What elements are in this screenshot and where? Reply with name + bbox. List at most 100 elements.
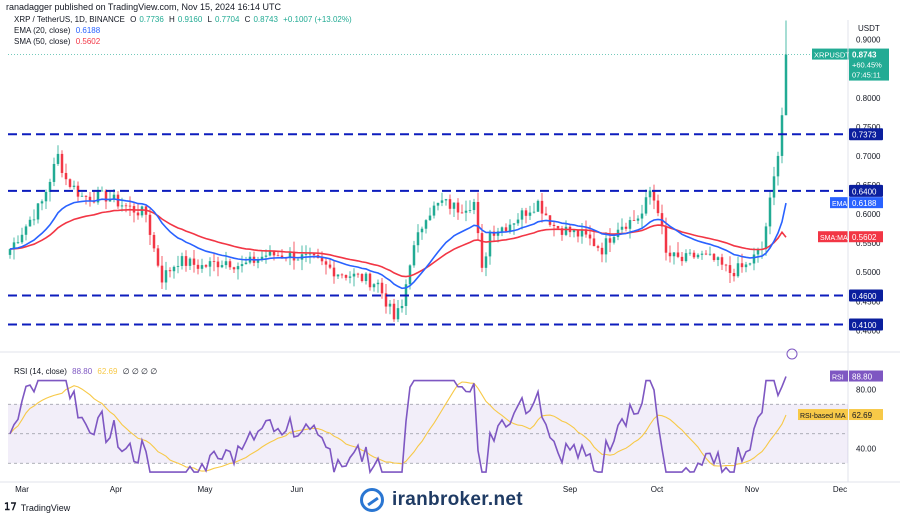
candle-body bbox=[96, 191, 100, 203]
candle-body bbox=[528, 212, 532, 216]
rsi-tag-label: RSI bbox=[832, 375, 844, 382]
candle-body bbox=[112, 194, 116, 200]
candle-body bbox=[596, 246, 600, 248]
candle-body bbox=[332, 267, 336, 277]
candle-body bbox=[16, 242, 20, 244]
candle-body bbox=[356, 273, 360, 275]
candle-body bbox=[564, 226, 568, 235]
candle-body bbox=[52, 163, 56, 182]
candle-body bbox=[696, 254, 700, 258]
candle-body bbox=[100, 190, 104, 192]
level-badge bbox=[849, 318, 883, 331]
candle-body bbox=[72, 185, 76, 187]
candle-body bbox=[420, 228, 424, 233]
candle-body bbox=[676, 252, 680, 257]
candle-body bbox=[464, 210, 468, 213]
candle-body bbox=[776, 155, 780, 177]
candle-body bbox=[88, 196, 92, 201]
candle-body bbox=[720, 257, 724, 265]
candle-body bbox=[496, 231, 500, 236]
candle-body bbox=[512, 223, 516, 225]
candle-body bbox=[652, 190, 656, 201]
candle-body bbox=[648, 190, 652, 198]
candle-body bbox=[108, 199, 112, 202]
candle-body bbox=[228, 261, 232, 268]
last-change-label: +60.45% bbox=[852, 61, 882, 70]
sma-legend-value: 0.5602 bbox=[75, 37, 101, 46]
candle-body bbox=[448, 199, 452, 209]
sma-value-label: 0.5602 bbox=[852, 233, 877, 242]
candle-body bbox=[124, 205, 128, 207]
candle-body bbox=[288, 251, 292, 259]
ema-legend[interactable]: EMA (20, close) 0.6188 bbox=[14, 26, 103, 35]
candle-body bbox=[672, 252, 676, 257]
rsi-value-label: 88.80 bbox=[852, 373, 873, 382]
watermark-text: iranbroker.net bbox=[392, 489, 523, 510]
ohlc-high-value: 0.9160 bbox=[177, 15, 203, 24]
candle-body bbox=[780, 115, 784, 156]
candle-body bbox=[612, 237, 616, 243]
candle-body bbox=[664, 226, 668, 253]
candle-body bbox=[504, 227, 508, 232]
candle-body bbox=[344, 275, 348, 278]
candle-body bbox=[152, 234, 156, 249]
candle-body bbox=[388, 303, 392, 307]
candle-body bbox=[80, 195, 84, 197]
ohlc-open-value: 0.7736 bbox=[139, 15, 164, 24]
candle-body bbox=[20, 234, 24, 243]
watermark: iranbroker.net bbox=[360, 488, 523, 512]
candle-body bbox=[304, 254, 308, 255]
rsi-legend-extra: ∅ ∅ ∅ ∅ bbox=[122, 367, 158, 376]
candle-body bbox=[424, 220, 428, 229]
candle-body bbox=[320, 257, 324, 262]
candle-body bbox=[600, 247, 604, 255]
candle-body bbox=[184, 256, 188, 266]
candle-body bbox=[480, 233, 484, 268]
candle-body bbox=[212, 261, 216, 262]
candle-body bbox=[192, 258, 196, 265]
candle-body bbox=[264, 255, 268, 257]
ohlc-high-label: H bbox=[169, 15, 175, 24]
candle-body bbox=[240, 264, 244, 267]
candle-body bbox=[764, 226, 768, 249]
candle-body bbox=[632, 220, 636, 221]
rsi-line bbox=[9, 376, 787, 475]
candle-body bbox=[256, 259, 260, 263]
candle-body bbox=[204, 265, 208, 267]
countdown-label: 07:45:11 bbox=[852, 71, 881, 80]
symbol-name: XRP / TetherUS, 1D, BINANCE bbox=[14, 15, 125, 24]
candle-body bbox=[276, 255, 280, 257]
sma-tag-label: SMA:MA bbox=[820, 235, 848, 242]
candle-body bbox=[396, 308, 400, 320]
price-axis-tick: 0.5000 bbox=[856, 268, 881, 277]
candle-body bbox=[752, 254, 756, 264]
candle-body bbox=[440, 200, 444, 203]
candle-body bbox=[44, 191, 48, 202]
candle-body bbox=[684, 253, 688, 262]
candle-body bbox=[508, 224, 512, 232]
currency-label: USDT bbox=[858, 24, 880, 33]
sma-legend[interactable]: SMA (50, close) 0.5602 bbox=[14, 37, 103, 46]
candle-body bbox=[224, 261, 228, 266]
rsi-ma-legend-value: 62.69 bbox=[97, 367, 118, 376]
candle-body bbox=[744, 264, 748, 268]
rsi-ma-value-label: 62.69 bbox=[852, 411, 873, 420]
price-axis-tick: 0.9000 bbox=[856, 36, 881, 45]
candle-body bbox=[484, 256, 488, 268]
candle-body bbox=[348, 276, 352, 278]
rsi-legend[interactable]: RSI (14, close) 88.80 62.69 ∅ ∅ ∅ ∅ bbox=[14, 367, 160, 376]
candle-body bbox=[360, 274, 364, 282]
candle-body bbox=[200, 265, 204, 269]
candle-body bbox=[740, 263, 744, 268]
ohlc-low-label: L bbox=[207, 15, 212, 24]
candle-body bbox=[560, 228, 564, 235]
candle-body bbox=[628, 220, 632, 229]
tradingview-logo[interactable]: 𝟣𝟩 TradingView bbox=[4, 502, 70, 513]
symbol-legend[interactable]: XRP / TetherUS, 1D, BINANCE O 0.7736 H 0.9… bbox=[14, 15, 355, 24]
candle-body bbox=[292, 251, 296, 261]
candle-body bbox=[180, 256, 184, 266]
candle-body bbox=[608, 238, 612, 243]
rsi-ma-tag bbox=[798, 409, 848, 421]
symbol-badge bbox=[812, 48, 850, 60]
